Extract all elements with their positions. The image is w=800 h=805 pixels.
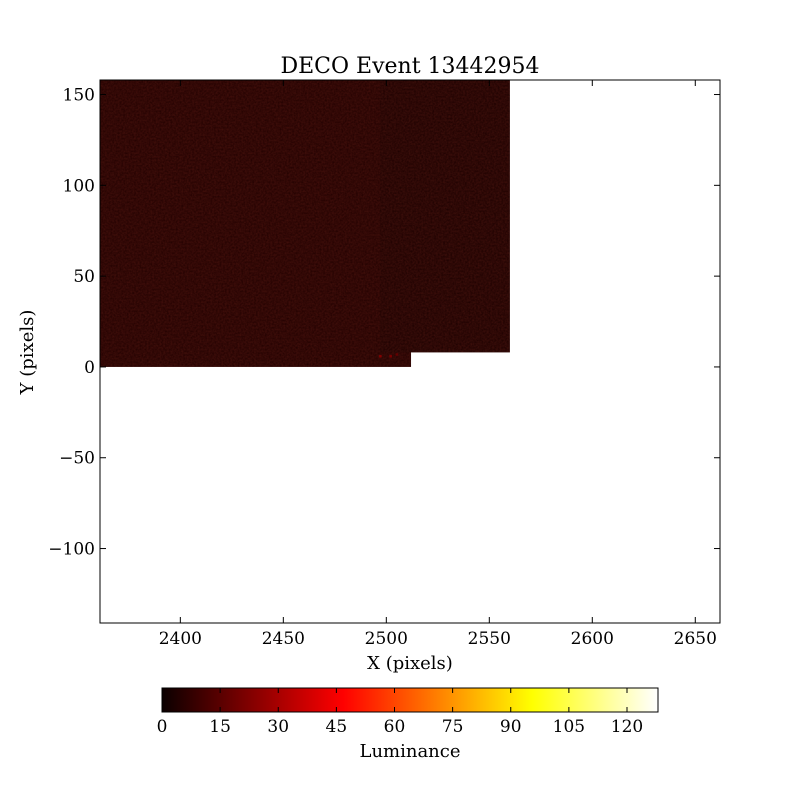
heatmap-texture-1 <box>100 80 412 367</box>
x-tick-label: 2600 <box>571 629 614 649</box>
y-tick-label: −50 <box>59 449 95 469</box>
colorbar-tick-label: 60 <box>384 717 406 737</box>
y-tick-label: 100 <box>63 176 95 196</box>
hot-spot-2 <box>389 355 392 358</box>
colorbar-tick-label: 15 <box>209 717 231 737</box>
x-tick-label: 2650 <box>674 629 717 649</box>
colorbar-gradient <box>161 687 659 713</box>
x-ticks: 2400 2450 2500 2550 2600 2650 <box>159 80 717 649</box>
colorbar-tick-label: 120 <box>611 717 643 737</box>
y-tick-label: 0 <box>84 358 95 378</box>
colorbar-tick-label: 105 <box>553 717 585 737</box>
colorbar-tick-label: 45 <box>326 717 348 737</box>
x-tick-label: 2500 <box>365 629 408 649</box>
y-tick-label: −100 <box>48 540 95 560</box>
heatmap-texture-2 <box>380 80 510 353</box>
heatmap <box>100 80 510 367</box>
colorbar-label: Luminance <box>359 741 460 762</box>
hot-spot-3 <box>395 353 399 356</box>
y-axis-label: Y (pixels) <box>17 310 38 396</box>
y-tick-label: 150 <box>63 86 95 106</box>
x-tick-label: 2450 <box>262 629 305 649</box>
colorbar-tick-label: 75 <box>442 717 464 737</box>
x-axis-label: X (pixels) <box>367 653 453 674</box>
chart-title: DECO Event 13442954 <box>280 54 539 79</box>
x-tick-label: 2550 <box>468 629 511 649</box>
plot-area: 2400 2450 2500 2550 2600 2650 150 100 50 0 −50 −10… <box>48 79 721 649</box>
y-tick-label: 50 <box>73 267 95 287</box>
hot-spot-1 <box>379 355 382 358</box>
plot-frame <box>99 79 721 624</box>
colorbar-tick-label: 90 <box>500 717 522 737</box>
colorbar-ticks: 0 15 30 45 60 75 90 105 120 <box>157 688 643 737</box>
colorbar: 0 15 30 45 60 75 90 105 120 Luminance <box>157 687 659 762</box>
colorbar-tick-label: 0 <box>157 717 168 737</box>
colorbar-tick-label: 30 <box>267 717 289 737</box>
x-tick-label: 2400 <box>159 629 202 649</box>
y-ticks: 150 100 50 0 −50 −100 <box>48 86 720 560</box>
